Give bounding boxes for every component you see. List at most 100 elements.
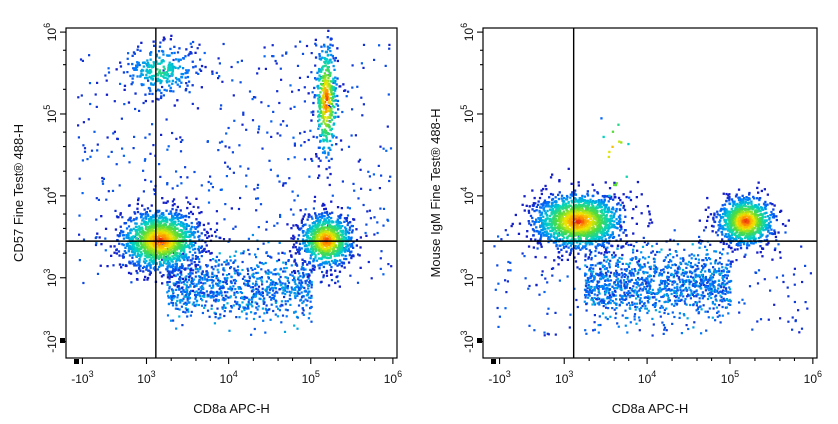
event-dot [674, 302, 677, 305]
event-dot [195, 71, 198, 74]
event-dot [212, 296, 215, 299]
event-dot [146, 251, 149, 254]
event-dot [156, 79, 159, 83]
event-dot [640, 283, 643, 286]
event-dot [324, 105, 327, 109]
event-dot [187, 230, 190, 233]
event-dot [247, 282, 250, 285]
event-dot [105, 79, 108, 82]
event-dot [143, 231, 146, 234]
event-dot [605, 306, 608, 309]
event-dot [254, 253, 257, 256]
event-dot [166, 221, 169, 224]
event-dot [304, 268, 307, 271]
event-dot [725, 263, 728, 266]
event-dot [305, 250, 308, 253]
event-dot [325, 167, 328, 171]
event-dot [227, 287, 230, 290]
event-dot [336, 236, 339, 239]
event-dot [299, 209, 302, 212]
event-dot [257, 288, 260, 291]
event-dot [149, 53, 152, 56]
event-dot [142, 230, 145, 233]
event-dot [624, 281, 628, 284]
event-dot [145, 69, 148, 73]
event-dot [168, 261, 171, 264]
event-dot [307, 231, 310, 234]
event-dot [667, 296, 670, 300]
event-dot [179, 233, 182, 236]
event-dot [243, 306, 247, 309]
event-dot [184, 245, 188, 249]
event-dot [178, 308, 181, 311]
event-dot [255, 271, 258, 275]
event-dot [645, 290, 648, 293]
event-dot [317, 119, 320, 123]
event-dot [608, 251, 611, 254]
event-dot [323, 45, 326, 48]
event-dot [118, 184, 121, 187]
event-dot [308, 262, 312, 265]
event-dot [325, 269, 329, 273]
event-dot [176, 83, 179, 86]
event-dot [174, 233, 178, 236]
event-dot [287, 281, 291, 284]
event-dot [182, 236, 186, 239]
event-dot [359, 168, 362, 171]
event-dot [256, 72, 259, 75]
event-dot [105, 198, 108, 201]
event-dot [321, 50, 324, 53]
event-dot [329, 229, 333, 232]
event-dot [647, 280, 650, 283]
event-dot [173, 242, 176, 245]
event-dot [382, 273, 385, 276]
event-dot [337, 254, 341, 257]
event-dot [615, 269, 618, 272]
event-dot [168, 232, 172, 235]
event-dot [136, 242, 139, 245]
event-dot [136, 202, 139, 206]
event-dot [247, 305, 250, 308]
event-dot [113, 245, 116, 248]
event-dot [257, 277, 260, 280]
event-dot [331, 134, 334, 137]
event-dot [318, 113, 321, 117]
event-dot [350, 254, 353, 257]
event-dot [165, 268, 168, 271]
event-dot [194, 275, 197, 278]
event-dot [201, 287, 204, 290]
event-dot [293, 199, 296, 202]
event-dot [156, 237, 160, 240]
event-dot [146, 207, 150, 210]
event-dot [373, 58, 376, 61]
event-dot [291, 279, 294, 282]
event-dot [150, 238, 153, 241]
event-dot [546, 332, 549, 335]
event-dot [174, 265, 177, 268]
event-dot [245, 279, 248, 283]
event-dot [174, 213, 177, 217]
event-dot [149, 227, 152, 230]
event-dot [509, 261, 512, 264]
event-dot [186, 75, 190, 79]
event-dot [238, 286, 242, 289]
event-dot [145, 231, 148, 234]
event-dot [184, 276, 187, 279]
event-dot [334, 244, 338, 247]
event-dot [325, 110, 328, 113]
event-dot [326, 220, 329, 223]
event-dot [260, 262, 263, 265]
event-dot [655, 242, 658, 245]
event-dot [334, 234, 337, 237]
event-dot [322, 107, 326, 110]
event-dot [714, 271, 717, 274]
event-dot [336, 206, 340, 209]
event-dot [153, 258, 156, 262]
event-dot [282, 261, 285, 264]
event-dot [284, 263, 288, 266]
event-dot [240, 252, 243, 255]
event-dot [251, 268, 254, 272]
event-dot [227, 262, 230, 265]
event-dot [284, 276, 287, 279]
event-dot [302, 215, 305, 218]
